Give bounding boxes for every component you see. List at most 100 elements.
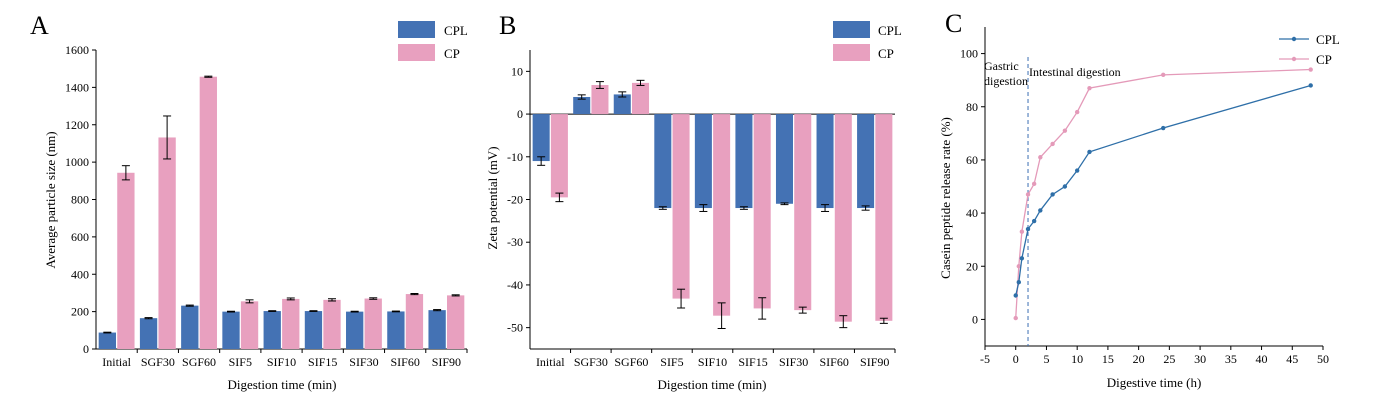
y-tick-label: 20 — [966, 259, 978, 273]
x-tick-label: Initial — [102, 355, 131, 369]
y-tick-label: 200 — [71, 305, 89, 319]
panel-b-axes — [526, 50, 896, 353]
bar-cpl — [139, 318, 158, 349]
x-tick-label: -5 — [980, 352, 990, 366]
panel-b-bars — [532, 79, 893, 329]
y-tick-label: 100 — [960, 47, 978, 61]
x-tick-label: Initial — [536, 355, 565, 369]
series-line-cp — [1015, 68, 1311, 319]
legend-label-cp: CP — [1316, 52, 1332, 67]
x-tick-label: SIF30 — [779, 355, 808, 369]
bar-cpl — [98, 332, 116, 349]
bar-cpl — [775, 114, 794, 204]
bar-cp — [794, 114, 812, 311]
x-tick-label: 25 — [1163, 352, 1175, 366]
legend-label-cp: CP — [444, 46, 460, 61]
data-point-cpl — [1050, 192, 1055, 197]
bar-cp — [199, 76, 217, 350]
bar-cp — [323, 299, 341, 349]
x-tick-label: 20 — [1133, 352, 1145, 366]
bar-cpl — [654, 114, 672, 209]
panel-label-a: A — [30, 11, 49, 40]
data-point-cpl — [1308, 83, 1313, 88]
x-tick-label: 45 — [1286, 352, 1298, 366]
x-tick-label: 15 — [1102, 352, 1114, 366]
panel-a-particle-size-chart: A Initial SGF30 SGF60 SIF5 SIF10 SIF15 SIF30 SI… — [30, 11, 468, 392]
x-tick-label: 30 — [1194, 352, 1206, 366]
panel-a-y-tick-labels: 0 200 400 600 800 1000 1200 1400 1600 — [65, 43, 89, 356]
x-tick-label: SIF90 — [432, 355, 461, 369]
data-point-cp — [1031, 181, 1037, 187]
data-point-cp — [1019, 229, 1025, 234]
panel-b-zeta-potential-chart: B Initial SGF30 SGF60 SIF5 SIF10 SIF15 SIF30 SI… — [485, 11, 902, 392]
series-line-cpl — [1015, 84, 1311, 296]
bar-cpl — [816, 114, 834, 209]
bar-cp — [117, 172, 135, 349]
legend-marker-cpl — [1291, 36, 1297, 42]
x-tick-label: SIF5 — [660, 355, 683, 369]
data-point-cpl — [1016, 280, 1021, 285]
x-tick-label: 35 — [1225, 352, 1237, 366]
y-tick-label: 40 — [966, 206, 978, 220]
bar-cpl — [428, 310, 446, 349]
bar-cpl — [181, 305, 199, 349]
bar-cpl — [613, 94, 631, 115]
panel-c-legend: CPL CP — [1279, 32, 1340, 67]
data-point-cp — [1013, 315, 1018, 321]
bar-cpl — [304, 311, 323, 349]
bar-cp — [591, 85, 609, 115]
x-tick-label: 50 — [1317, 352, 1329, 366]
data-point-cp — [1038, 155, 1043, 160]
panel-c-y-axis-title: Casein peptide release rate (%) — [938, 117, 953, 279]
bar-cp — [364, 298, 382, 349]
legend-label-cpl: CPL — [878, 23, 902, 38]
panel-b-y-tick-labels: -50 -40 -30 -20 -10 0 10 — [507, 64, 523, 334]
data-point-cpl — [1038, 208, 1043, 213]
data-point-cpl — [1087, 149, 1092, 155]
bar-cp — [631, 82, 650, 115]
bar-cp — [550, 114, 568, 198]
x-tick-label: 10 — [1071, 352, 1083, 366]
data-point-cpl — [1062, 184, 1068, 189]
legend-swatch-cpl — [833, 21, 870, 38]
gastric-annotation-line1: Gastric — [984, 59, 1019, 73]
legend-swatch-cp — [833, 44, 870, 61]
panel-a-x-axis-title: Digestion time (min) — [227, 377, 336, 392]
panel-a-bars — [98, 75, 465, 350]
data-point-cp — [1074, 109, 1080, 115]
x-tick-label: 40 — [1256, 352, 1268, 366]
x-tick-label: SIF60 — [390, 355, 419, 369]
x-tick-label: SGF30 — [574, 355, 608, 369]
y-tick-label: 0 — [517, 107, 523, 121]
y-tick-label: 10 — [511, 64, 523, 78]
x-tick-label: SIF15 — [308, 355, 337, 369]
data-point-cpl — [1013, 293, 1018, 298]
bar-cp — [447, 295, 465, 349]
x-tick-label: SIF30 — [349, 355, 378, 369]
y-tick-label: 1400 — [65, 80, 89, 94]
y-tick-label: 1000 — [65, 155, 89, 169]
y-tick-label: 600 — [71, 230, 89, 244]
legend-label-cp: CP — [878, 46, 894, 61]
x-tick-label: SIF60 — [819, 355, 848, 369]
bar-cp — [282, 298, 300, 349]
x-tick-label: 0 — [1013, 352, 1019, 366]
panel-c-peptide-release-chart: C -5 0 5 10 15 20 25 30 35 40 45 50 0 20 40 60 80 100 Ga… — [938, 9, 1340, 390]
y-tick-label: -30 — [507, 235, 523, 249]
bar-cp — [753, 114, 771, 309]
x-tick-label: 5 — [1043, 352, 1049, 366]
legend-swatch-cpl — [398, 21, 435, 38]
y-tick-label: 800 — [71, 193, 89, 207]
panel-b-y-axis-title: Zeta potential (mV) — [485, 146, 500, 249]
legend-swatch-cp — [398, 44, 435, 61]
panel-c-x-tick-labels: -5 0 5 10 15 20 25 30 35 40 45 50 — [980, 352, 1329, 366]
data-point-cpl — [1019, 256, 1025, 261]
y-tick-label: 80 — [966, 100, 978, 114]
data-point-cpl — [1025, 226, 1031, 232]
data-point-cp — [1050, 141, 1055, 147]
legend-marker-cp — [1291, 56, 1297, 62]
y-tick-label: 1600 — [65, 43, 89, 57]
bar-cp — [405, 294, 424, 349]
data-point-cp — [1087, 85, 1092, 91]
